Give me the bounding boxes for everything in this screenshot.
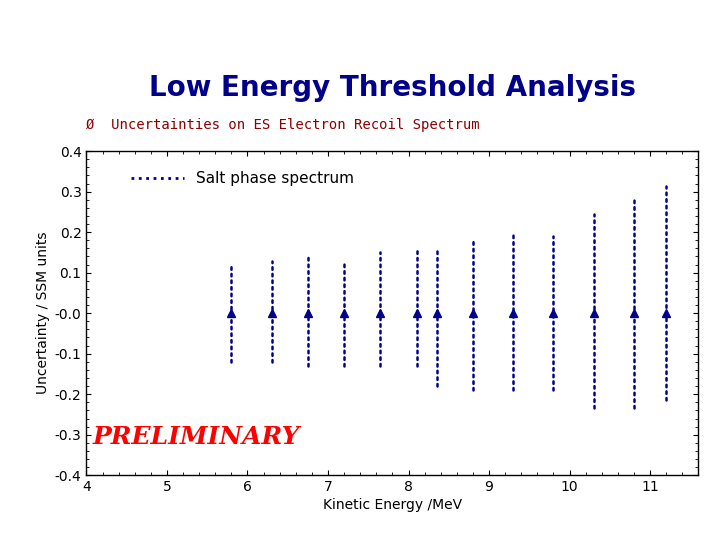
Text: Ø  Uncertainties on ES Electron Recoil Spectrum: Ø Uncertainties on ES Electron Recoil Sp… — [86, 118, 480, 132]
Text: PRELIMINARY: PRELIMINARY — [92, 426, 300, 449]
X-axis label: Kinetic Energy /MeV: Kinetic Energy /MeV — [323, 498, 462, 512]
Title: Low Energy Threshold Analysis: Low Energy Threshold Analysis — [149, 73, 636, 102]
Y-axis label: Uncertainty / SSM units: Uncertainty / SSM units — [37, 232, 50, 394]
Legend: Salt phase spectrum: Salt phase spectrum — [125, 165, 361, 193]
